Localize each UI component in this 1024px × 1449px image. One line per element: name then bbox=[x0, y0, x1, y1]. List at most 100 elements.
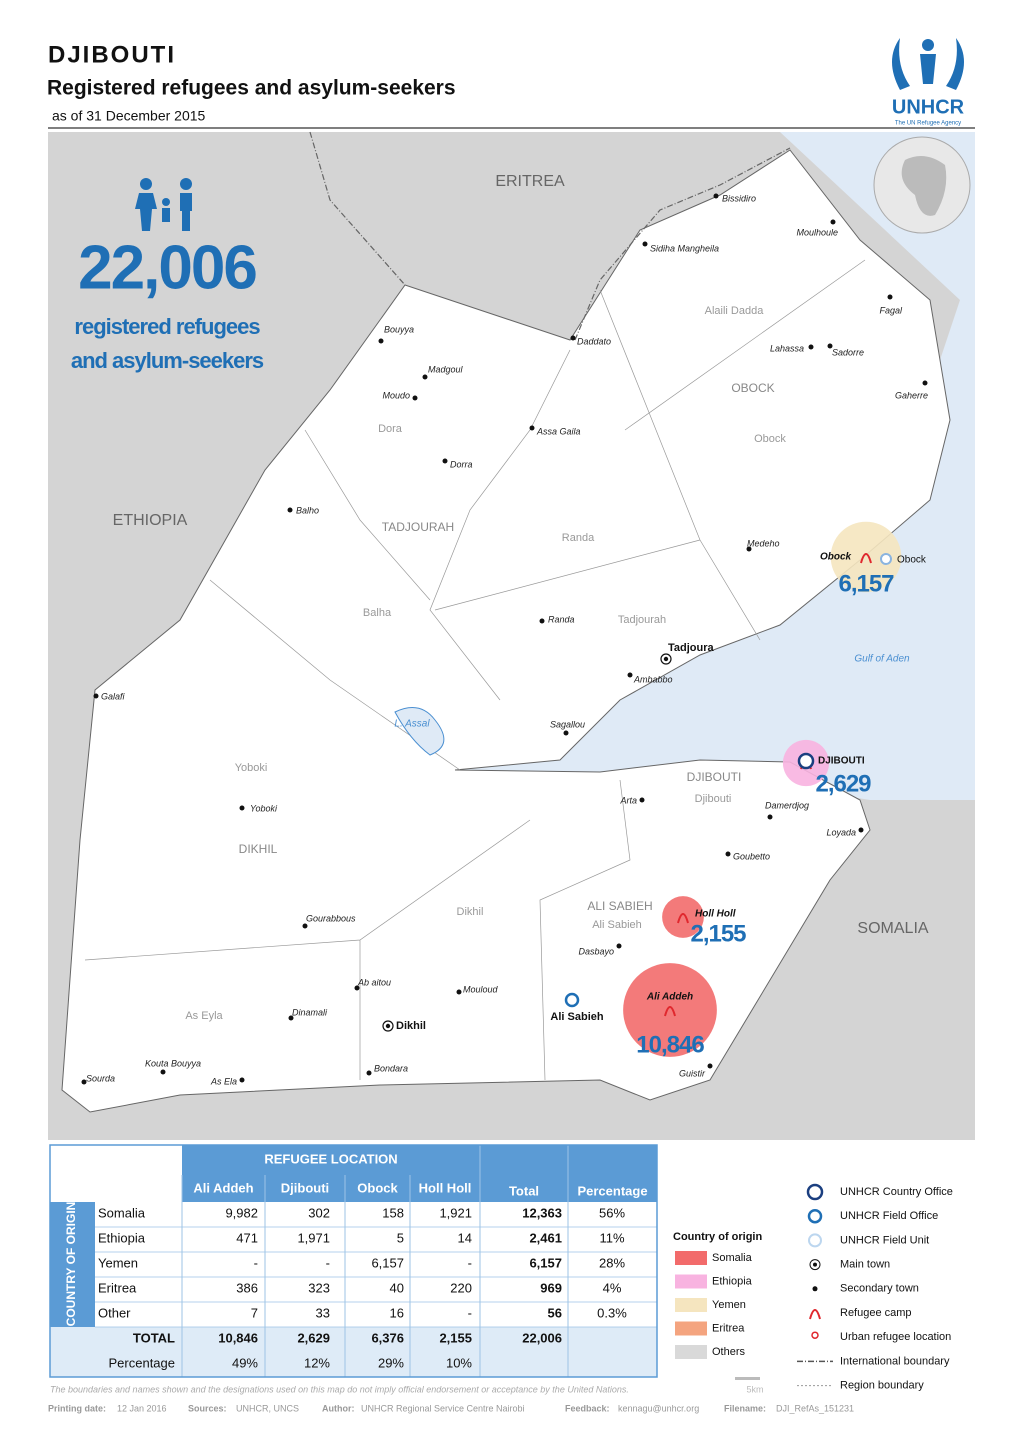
table-cell: 6,157 bbox=[529, 1255, 562, 1270]
legend-swatch bbox=[675, 1298, 707, 1312]
town-label: Sourda bbox=[86, 1073, 115, 1083]
map bbox=[48, 131, 975, 1140]
town-label: Balho bbox=[296, 505, 319, 515]
table-cell: 969 bbox=[540, 1280, 562, 1295]
town-dot bbox=[627, 672, 633, 678]
country-label: ERITREA bbox=[495, 173, 565, 190]
table-cell: 7 bbox=[251, 1305, 258, 1320]
town-dot bbox=[302, 923, 308, 929]
legend-label: Urban refugee location bbox=[840, 1331, 951, 1343]
camp-value: 2,629 bbox=[815, 770, 871, 797]
office-label: DJIBOUTI bbox=[818, 756, 865, 767]
footer-value: DJI_RefAs_151231 bbox=[776, 1403, 854, 1413]
table-total-cell: 10,846 bbox=[218, 1330, 258, 1345]
legend-label: Others bbox=[712, 1346, 746, 1358]
sea bbox=[450, 132, 975, 800]
town-dot bbox=[442, 458, 448, 464]
camp-label: Ali Addeh bbox=[646, 992, 693, 1003]
town-label: Loyada bbox=[826, 827, 856, 837]
table-cell: 11% bbox=[599, 1230, 624, 1245]
town-dot bbox=[539, 618, 545, 624]
town-label: Moulhoule bbox=[796, 227, 838, 237]
town-label: Medeho bbox=[747, 538, 780, 548]
date: as of 31 December 2015 bbox=[52, 108, 206, 124]
town-dot bbox=[746, 546, 752, 552]
table-cell: 323 bbox=[308, 1280, 330, 1295]
table-cell: 56 bbox=[548, 1305, 562, 1320]
table-cell: Eritrea bbox=[98, 1280, 137, 1295]
town-dot bbox=[378, 338, 384, 344]
table-cell: 6,157 bbox=[371, 1255, 404, 1270]
town-dot bbox=[563, 730, 569, 736]
table-rowgroup-bg bbox=[50, 1202, 95, 1327]
town-dot bbox=[93, 693, 99, 699]
town-dot bbox=[830, 219, 836, 225]
town-dot bbox=[456, 989, 462, 995]
town-dot bbox=[239, 1077, 245, 1083]
lake bbox=[394, 707, 445, 756]
town-dot bbox=[81, 1079, 87, 1085]
town-label: Arta bbox=[619, 795, 637, 805]
field-unit bbox=[880, 553, 892, 565]
table-cell: - bbox=[468, 1255, 472, 1270]
table-total-bg bbox=[50, 1327, 657, 1377]
town-label: Randa bbox=[548, 614, 575, 624]
table-cell: 1,971 bbox=[297, 1230, 330, 1245]
footer-label: Feedback: bbox=[565, 1403, 610, 1413]
table-border bbox=[49, 1144, 658, 1378]
table-column-header: Holl Holl bbox=[419, 1180, 472, 1195]
town-dot bbox=[642, 241, 648, 247]
djibouti-land bbox=[61, 149, 951, 1113]
legend-swatch bbox=[675, 1321, 707, 1336]
footer-value: UNHCR Regional Service Centre Nairobi bbox=[361, 1403, 525, 1413]
globe-africa bbox=[901, 156, 947, 216]
table-total-cell: 6,376 bbox=[371, 1330, 404, 1345]
international-boundary bbox=[309, 131, 791, 341]
district-label: Alaili Dadda bbox=[705, 305, 765, 317]
town-label: Assa Gaila bbox=[536, 426, 581, 436]
table-cell: 12,363 bbox=[522, 1205, 562, 1220]
district-label: Dora bbox=[378, 423, 403, 435]
town-label: Dorra bbox=[450, 459, 473, 469]
field-office bbox=[564, 992, 580, 1008]
water-label: L. Assal bbox=[394, 719, 430, 730]
table-column-header: Djibouti bbox=[281, 1180, 329, 1195]
town-dot bbox=[707, 1063, 713, 1069]
footer-value: 12 Jan 2016 bbox=[117, 1403, 167, 1413]
region-label: DIKHIL bbox=[239, 842, 278, 856]
table-cell: 56% bbox=[599, 1205, 625, 1220]
town-label: Dinamali bbox=[292, 1007, 328, 1017]
camp-symbol bbox=[664, 1006, 676, 1017]
town-label: Lahassa bbox=[770, 343, 804, 353]
table-cell: 386 bbox=[236, 1280, 258, 1295]
table-cell: 33 bbox=[316, 1305, 330, 1320]
legend-label: UNHCR Field Unit bbox=[840, 1234, 929, 1246]
legend-label: Yemen bbox=[712, 1299, 746, 1311]
scale-label: 5km bbox=[746, 1384, 763, 1394]
water-label: Gulf of Aden bbox=[854, 654, 910, 665]
town-dot bbox=[412, 395, 418, 401]
main-town-dot bbox=[663, 656, 669, 662]
town-dot bbox=[808, 344, 814, 350]
legend-label: Region boundary bbox=[840, 1380, 924, 1392]
legend-label: Eritrea bbox=[712, 1322, 745, 1334]
town-label: Ab aitou bbox=[357, 977, 391, 987]
region-label: DJIBOUTI bbox=[687, 770, 742, 784]
legend-label: UNHCR Field Office bbox=[840, 1210, 938, 1222]
town-label: Sagallou bbox=[550, 719, 585, 729]
camp-value: 10,846 bbox=[636, 1031, 704, 1058]
legend-title: Country of origin bbox=[673, 1231, 762, 1243]
footer-value: kennagu@unhcr.org bbox=[618, 1403, 699, 1413]
office-label: Obock bbox=[897, 555, 927, 566]
town-label: Bouyya bbox=[384, 324, 414, 334]
town-label: Fagal bbox=[879, 305, 903, 315]
town-label: Daddato bbox=[577, 336, 611, 346]
table-column-header: Obock bbox=[357, 1180, 398, 1195]
town-label: Sidiha Mangheila bbox=[650, 243, 719, 253]
town-dot bbox=[288, 1015, 294, 1021]
logo-emblem bbox=[892, 38, 964, 90]
town-label: Madgoul bbox=[428, 364, 464, 374]
table-total-cell: 10% bbox=[446, 1355, 472, 1370]
